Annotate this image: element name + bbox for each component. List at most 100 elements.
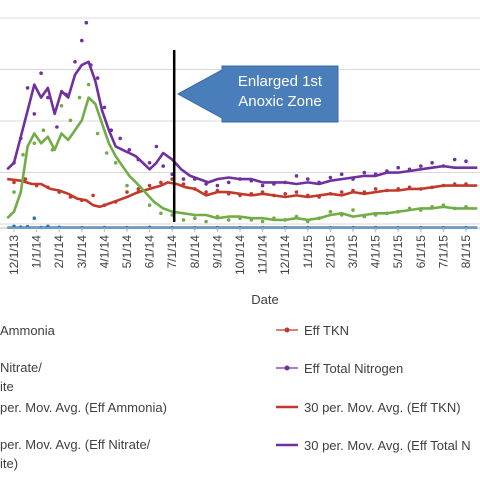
data-point xyxy=(23,177,28,181)
data-point xyxy=(204,190,208,194)
data-point xyxy=(283,192,288,196)
x-tick-label: 12/1/14 xyxy=(278,235,292,275)
x-tick-label: 10/1/14 xyxy=(233,235,247,275)
x-tick-label: 1/1/15 xyxy=(301,235,315,269)
data-point xyxy=(127,148,132,152)
data-point xyxy=(39,71,43,75)
data-point xyxy=(12,190,16,194)
series-layer xyxy=(6,20,478,230)
data-point xyxy=(226,218,231,222)
x-tick-label: 1/1/14 xyxy=(30,235,44,269)
x-tick-label: 5/1/14 xyxy=(120,235,134,269)
data-point xyxy=(59,104,64,108)
data-point xyxy=(339,172,344,176)
data-point xyxy=(125,183,129,188)
data-point xyxy=(294,174,299,178)
data-point xyxy=(25,86,30,90)
x-tick-label: 12/1/13 xyxy=(7,235,21,275)
legend: Ammonia Nitrate/ ite per. Mov. Avg. (Eff… xyxy=(0,323,471,471)
data-point xyxy=(73,60,77,64)
callout-line-2: Anoxic Zone xyxy=(238,93,321,110)
data-point xyxy=(328,175,333,180)
data-point xyxy=(226,180,231,185)
x-tick-label: 3/1/15 xyxy=(346,235,360,269)
data-point xyxy=(452,157,457,162)
x-tick-labels: 12/1/13 1/1/14 2/1/14 3/1/14 4/1/14 5/1/14 6/1… xyxy=(7,228,473,275)
data-point xyxy=(12,180,16,185)
legend-total-nitrogen-avg: 30 per. Mov. Avg. (Eff Total N xyxy=(304,438,471,453)
data-point xyxy=(68,118,73,123)
data-point xyxy=(147,183,152,188)
data-point xyxy=(362,170,367,175)
legend-total-nitrogen: Eff Total Nitrogen xyxy=(304,361,403,376)
data-point xyxy=(294,190,299,194)
data-point xyxy=(464,159,468,163)
data-point xyxy=(80,38,84,43)
legend-nitrate-line1: Nitrate/ xyxy=(0,360,42,375)
x-tick-label: 5/1/15 xyxy=(391,235,405,269)
data-point xyxy=(41,128,46,132)
data-point xyxy=(260,183,265,188)
data-point xyxy=(102,105,107,110)
data-point xyxy=(32,141,37,146)
legend-nitrate-line2: ite xyxy=(0,379,14,394)
callout-line-1: Enlarged 1st xyxy=(238,73,323,90)
data-point xyxy=(260,219,265,224)
x-tick-label: 6/1/14 xyxy=(143,235,157,269)
data-point xyxy=(77,95,82,100)
x-tick-label: 3/1/14 xyxy=(75,235,89,269)
legend-total-nitrogen-marker xyxy=(284,365,290,371)
data-point xyxy=(125,190,129,194)
data-point xyxy=(32,216,37,220)
data-point xyxy=(32,112,37,116)
data-point xyxy=(161,164,165,168)
data-point xyxy=(136,187,141,191)
data-point xyxy=(154,144,159,149)
data-point xyxy=(204,219,208,224)
data-point xyxy=(91,193,95,198)
legend-tkn: Eff TKN xyxy=(304,323,349,338)
data-point xyxy=(419,164,423,168)
data-point xyxy=(95,131,100,136)
x-tick-label: 9/1/14 xyxy=(210,235,224,269)
data-point xyxy=(46,95,50,100)
data-point xyxy=(306,177,310,181)
x-tick-label: 8/1/14 xyxy=(188,235,202,269)
x-tick-label: 11/1/14 xyxy=(256,235,270,274)
series-line xyxy=(6,60,478,186)
data-point xyxy=(159,211,163,216)
data-point xyxy=(147,203,152,207)
x-axis-title: Date xyxy=(251,292,278,307)
data-point xyxy=(55,125,59,129)
x-tick-label: 6/1/15 xyxy=(414,235,428,269)
legend-tkn-avg: 30 per. Mov. Avg. (Eff TKN) xyxy=(304,400,461,415)
data-point xyxy=(339,190,344,194)
data-point xyxy=(86,82,91,87)
x-tick-label: 4/1/14 xyxy=(97,235,111,269)
data-point xyxy=(181,218,186,222)
legend-tkn-marker xyxy=(284,327,290,333)
data-point xyxy=(118,136,122,141)
legend-nitrate-avg-line2: ite) xyxy=(0,456,18,471)
legend-ammonia-avg: per. Mov. Avg. (Eff Ammonia) xyxy=(0,400,167,415)
data-point xyxy=(430,161,434,165)
data-point xyxy=(396,165,401,170)
data-point xyxy=(159,180,163,185)
legend-ammonia: Ammonia xyxy=(0,323,56,338)
data-point xyxy=(113,161,118,165)
x-tick-label: 7/1/14 xyxy=(165,235,179,269)
data-point xyxy=(95,76,100,80)
series-line xyxy=(6,96,478,222)
data-point xyxy=(193,216,197,220)
data-point xyxy=(181,177,186,181)
data-point xyxy=(351,208,355,212)
callout-arrow xyxy=(176,65,339,123)
x-tick-label: 7/1/15 xyxy=(436,235,450,269)
data-point xyxy=(21,152,25,157)
data-point xyxy=(104,151,109,155)
x-tick-label: 8/1/15 xyxy=(459,235,473,269)
legend-nitrate-avg-line1: per. Mov. Avg. (Eff Nitrate/ xyxy=(0,437,151,452)
callout: Enlarged 1st Anoxic Zone xyxy=(176,65,339,123)
